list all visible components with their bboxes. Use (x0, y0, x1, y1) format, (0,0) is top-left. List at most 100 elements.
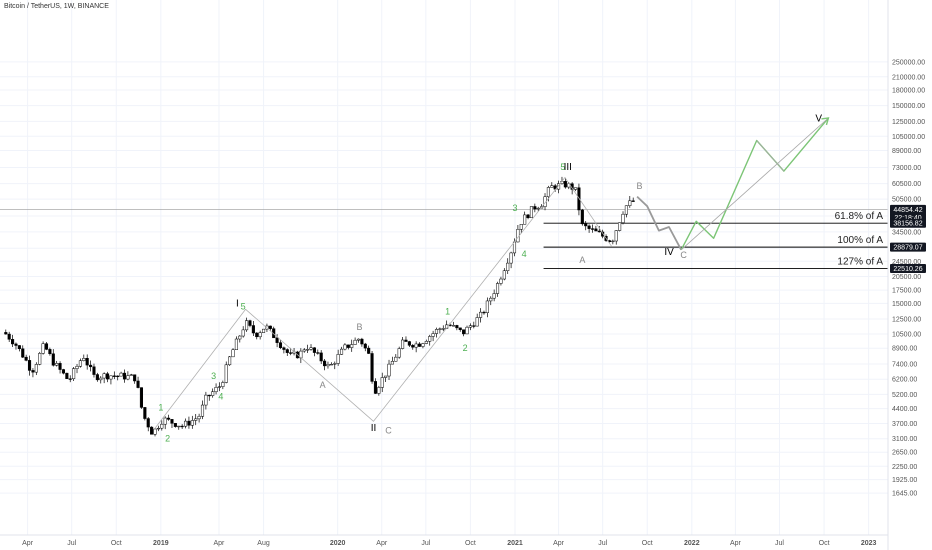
candle (38, 351, 42, 366)
price-tag-value: 28879.07 (893, 245, 922, 252)
candle-body (502, 270, 506, 280)
candle (58, 361, 62, 374)
candle-body (82, 358, 86, 361)
candle (309, 344, 313, 351)
candle (594, 225, 598, 232)
symbol-title: Bitcoin / TetherUS, 1W, BINANCE (4, 3, 109, 10)
candle (411, 344, 415, 350)
candle-body (122, 372, 127, 380)
candle-body (455, 325, 459, 329)
candle-body (75, 366, 79, 369)
candle (621, 211, 625, 225)
candle (401, 336, 405, 350)
candle (112, 371, 116, 380)
candle-body (614, 230, 618, 242)
candle-body (275, 337, 279, 343)
candle-body (414, 343, 418, 348)
candle (82, 354, 86, 362)
candle-body (105, 373, 110, 380)
candle (492, 289, 496, 302)
wave-label: 2 (463, 343, 468, 353)
price-tick-label: 5200.00 (892, 392, 917, 399)
wave-label: 5 (560, 162, 565, 172)
candle-body (68, 378, 72, 380)
candle-body (200, 404, 205, 417)
candle-body (519, 224, 523, 230)
candle (31, 368, 35, 378)
time-tick-label: 2022 (684, 540, 700, 547)
candle (116, 375, 120, 381)
candle (95, 372, 99, 382)
candle (370, 351, 374, 384)
candle-body (251, 325, 255, 334)
candle-body (255, 332, 259, 338)
grid (0, 0, 888, 535)
candle (21, 345, 25, 358)
price-tick-label: 210000.00 (892, 74, 925, 81)
candle (255, 332, 259, 340)
candle-body (316, 352, 320, 354)
candle-body (7, 333, 11, 340)
candle (61, 368, 66, 375)
candle (228, 355, 232, 366)
candle-body (411, 345, 415, 348)
candle (482, 310, 486, 315)
candle (424, 339, 428, 345)
candle-body (350, 344, 354, 348)
candle-body (238, 335, 242, 340)
price-tick-label: 1925.00 (892, 477, 917, 484)
candle (24, 354, 28, 362)
price-tick-label: 250000.00 (892, 59, 925, 66)
candle-body (129, 374, 133, 376)
price-tick-label: 1645.00 (892, 491, 917, 498)
candle (133, 374, 137, 384)
candle-body (584, 223, 588, 227)
candle (156, 425, 160, 432)
candle (14, 342, 18, 350)
candle-body (92, 366, 96, 375)
price-tick-label: 20500.00 (892, 274, 921, 281)
candle-body (241, 329, 245, 337)
candle (129, 373, 133, 376)
candle-body (465, 326, 469, 335)
candle (163, 416, 167, 430)
candle-body (143, 407, 147, 419)
time-tick-label: Apr (22, 540, 34, 547)
candle (441, 325, 445, 332)
candle (150, 426, 154, 435)
price-tag-box (890, 264, 926, 274)
candle-body (211, 391, 215, 396)
candle-body (631, 200, 635, 202)
candle (526, 213, 530, 220)
candle (434, 327, 439, 338)
candle (377, 385, 381, 396)
time-tick-label: Jul (775, 540, 784, 547)
candle-body (95, 374, 99, 381)
candle-body (78, 360, 82, 367)
candle-body (346, 344, 350, 348)
candle-body (248, 320, 252, 326)
wave-path-green-projection (680, 117, 829, 251)
wave-label: C (680, 250, 687, 260)
candle (44, 341, 49, 351)
candle-body (41, 343, 45, 354)
candle (251, 321, 255, 336)
candle-body (228, 356, 232, 366)
candle (404, 336, 408, 342)
wave-label: 2 (165, 434, 170, 444)
candle-body (38, 353, 42, 365)
wave-label: III (564, 162, 572, 173)
candle-body (489, 297, 493, 302)
candle-body (136, 380, 140, 388)
candle (245, 317, 249, 332)
candle-body (234, 338, 238, 350)
candle-body (563, 181, 567, 188)
candle-body (573, 187, 578, 190)
candle-body (126, 375, 130, 380)
time-axis[interactable]: Apr Jul Oct 2019 Apr Aug 2020 Apr Jul Oct 2021 Apr J… (0, 534, 888, 547)
time-tick-label: Jul (598, 540, 607, 547)
candle (302, 348, 306, 353)
wave-label: 5 (241, 301, 246, 311)
